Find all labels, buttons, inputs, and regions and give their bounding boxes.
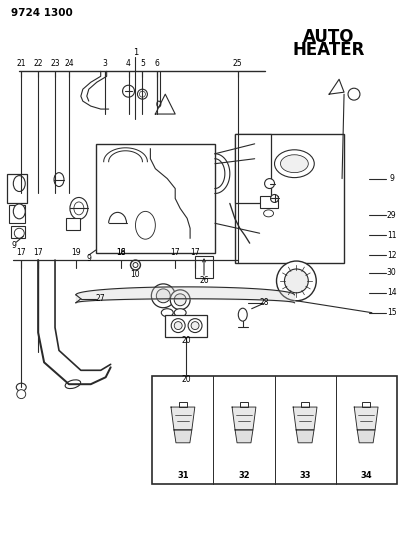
- Text: 33: 33: [299, 471, 311, 480]
- Ellipse shape: [280, 155, 308, 173]
- Bar: [260, 197, 277, 208]
- Ellipse shape: [263, 210, 274, 217]
- Text: 24: 24: [64, 59, 74, 68]
- Text: 16: 16: [116, 248, 125, 256]
- Text: 17: 17: [33, 248, 43, 256]
- Text: 9: 9: [12, 240, 16, 249]
- Text: 28: 28: [260, 298, 269, 307]
- Bar: [195, 256, 213, 278]
- Text: 21: 21: [16, 59, 26, 68]
- Text: 6: 6: [155, 59, 160, 68]
- Text: 23: 23: [50, 59, 60, 68]
- Polygon shape: [357, 430, 375, 443]
- Bar: [179, 402, 187, 407]
- Polygon shape: [354, 407, 378, 430]
- Bar: [152, 376, 397, 483]
- Text: 14: 14: [387, 288, 397, 297]
- Text: 9: 9: [86, 254, 91, 263]
- Circle shape: [265, 179, 275, 189]
- Ellipse shape: [174, 309, 186, 317]
- Ellipse shape: [13, 204, 25, 219]
- Bar: [235, 134, 344, 263]
- Text: 20: 20: [181, 336, 191, 345]
- Text: 22: 22: [33, 59, 43, 68]
- Bar: [66, 219, 80, 230]
- Polygon shape: [296, 430, 314, 443]
- Text: 29: 29: [387, 211, 397, 220]
- Text: 3: 3: [102, 59, 107, 68]
- Circle shape: [348, 88, 360, 100]
- Polygon shape: [235, 430, 253, 443]
- Circle shape: [191, 321, 199, 329]
- Text: 17: 17: [171, 248, 180, 256]
- Text: 12: 12: [387, 251, 397, 260]
- Circle shape: [170, 290, 190, 310]
- Text: 17: 17: [190, 248, 200, 256]
- Ellipse shape: [13, 175, 25, 191]
- Text: 20: 20: [181, 375, 191, 384]
- Text: 19: 19: [71, 248, 81, 256]
- Circle shape: [270, 195, 279, 203]
- Circle shape: [284, 269, 308, 293]
- Text: 10: 10: [131, 270, 140, 279]
- Ellipse shape: [74, 202, 84, 215]
- Bar: [12, 227, 25, 238]
- Circle shape: [137, 89, 148, 99]
- Text: 9: 9: [389, 174, 394, 183]
- Ellipse shape: [238, 308, 247, 321]
- Text: 11: 11: [387, 231, 397, 240]
- Bar: [362, 402, 370, 407]
- Circle shape: [188, 319, 202, 333]
- Bar: [7, 174, 27, 204]
- Text: 1: 1: [133, 48, 138, 57]
- Polygon shape: [232, 407, 256, 430]
- Ellipse shape: [54, 173, 64, 187]
- Text: AUTO: AUTO: [303, 28, 355, 45]
- Circle shape: [156, 289, 170, 303]
- Bar: [240, 402, 248, 407]
- Polygon shape: [174, 430, 192, 443]
- Circle shape: [171, 319, 185, 333]
- Text: 31: 31: [177, 471, 189, 480]
- Bar: [301, 402, 309, 407]
- Ellipse shape: [136, 212, 155, 239]
- Bar: [235, 134, 270, 204]
- Bar: [96, 144, 215, 253]
- Text: 32: 32: [238, 471, 250, 480]
- Ellipse shape: [275, 150, 314, 177]
- Ellipse shape: [70, 197, 88, 219]
- Circle shape: [174, 294, 186, 306]
- Ellipse shape: [161, 309, 173, 317]
- Text: 15: 15: [387, 308, 397, 317]
- Text: HEATER: HEATER: [293, 42, 365, 60]
- Circle shape: [139, 91, 145, 97]
- Text: 9724 1300: 9724 1300: [12, 7, 73, 18]
- Text: 18: 18: [116, 248, 125, 256]
- Text: 30: 30: [387, 269, 397, 278]
- Ellipse shape: [65, 380, 81, 389]
- Text: 25: 25: [233, 59, 242, 68]
- Ellipse shape: [246, 243, 254, 248]
- Text: 26: 26: [199, 277, 209, 285]
- Text: 4: 4: [126, 59, 131, 68]
- Text: 27: 27: [96, 294, 106, 303]
- Circle shape: [133, 263, 138, 268]
- Ellipse shape: [16, 383, 26, 391]
- Circle shape: [151, 284, 175, 308]
- Text: 5: 5: [140, 59, 145, 68]
- Bar: [165, 314, 207, 336]
- Text: 34: 34: [360, 471, 372, 480]
- Ellipse shape: [17, 390, 26, 399]
- Circle shape: [131, 260, 141, 270]
- Ellipse shape: [14, 228, 24, 238]
- Circle shape: [174, 321, 182, 329]
- Bar: [9, 205, 25, 223]
- Ellipse shape: [157, 101, 161, 107]
- Polygon shape: [171, 407, 195, 430]
- Polygon shape: [293, 407, 317, 430]
- Circle shape: [277, 261, 316, 301]
- Text: 17: 17: [16, 248, 26, 256]
